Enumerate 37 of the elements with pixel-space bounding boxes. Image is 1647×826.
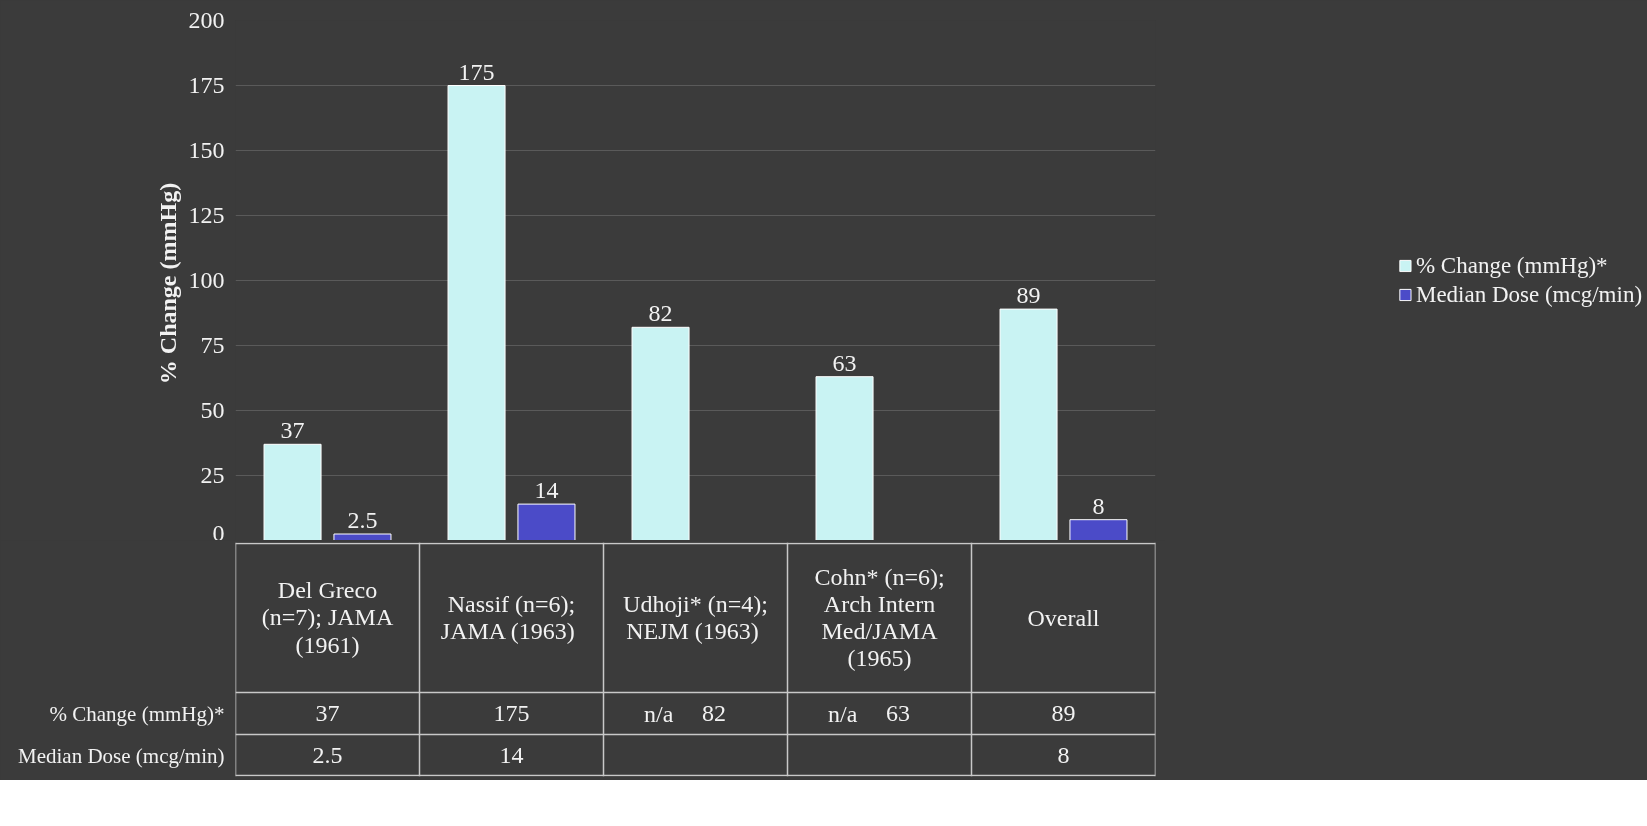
text: % Change (mmHg)*	[49, 701, 225, 726]
text: 63	[832, 349, 857, 376]
y-tick-label: 200	[188, 7, 225, 33]
data-label: 63	[885, 700, 910, 726]
x-tick-label: Del Greco (n=7); JAMA (1961)	[261, 577, 394, 658]
text: 14	[534, 477, 559, 504]
data-label: 8	[1057, 742, 1070, 768]
text: Median Dose (mcg/min)	[18, 743, 225, 768]
data-label: 175	[493, 700, 530, 726]
text: 2.5	[347, 507, 378, 533]
text: n/a	[644, 700, 674, 727]
data-label: 37	[315, 700, 340, 726]
y-tick-label: 175	[188, 72, 225, 98]
legend-label: Median Dose (mcg/min)	[1415, 281, 1643, 308]
x-tick-label: Nassif (n=6); JAMA (1963)	[440, 590, 576, 645]
data-label: 14	[499, 742, 524, 768]
data-label: 2.5	[312, 742, 343, 768]
y-tick-label: 125	[188, 202, 225, 228]
text: 8	[1092, 492, 1105, 519]
x-tick-label: Overall	[1027, 604, 1100, 631]
text: 82	[648, 300, 673, 327]
y-tick-label: 150	[188, 137, 225, 163]
x-tick-label: Cohn* (n=6); Arch Intern Med/JAMA (1965)	[814, 563, 945, 672]
y-axis-title: % Change (mmHg)	[154, 182, 181, 385]
text: 89	[1016, 282, 1041, 309]
y-tick-label: 25	[200, 462, 225, 488]
text: 175	[458, 58, 495, 85]
y-tick-label: 0	[212, 519, 225, 546]
y-tick-label: 50	[200, 397, 225, 423]
data-label: 89	[1051, 700, 1076, 726]
text: n/a	[828, 700, 858, 727]
data-label: 82	[701, 700, 726, 726]
legend-label: % Change (mmHg)*	[1415, 252, 1608, 279]
y-tick-label: 100	[188, 267, 225, 293]
text: 37	[280, 417, 305, 444]
x-tick-label: Udhoji* (n=4); NEJM (1963)	[623, 590, 768, 645]
y-tick-label: 75	[200, 332, 225, 358]
